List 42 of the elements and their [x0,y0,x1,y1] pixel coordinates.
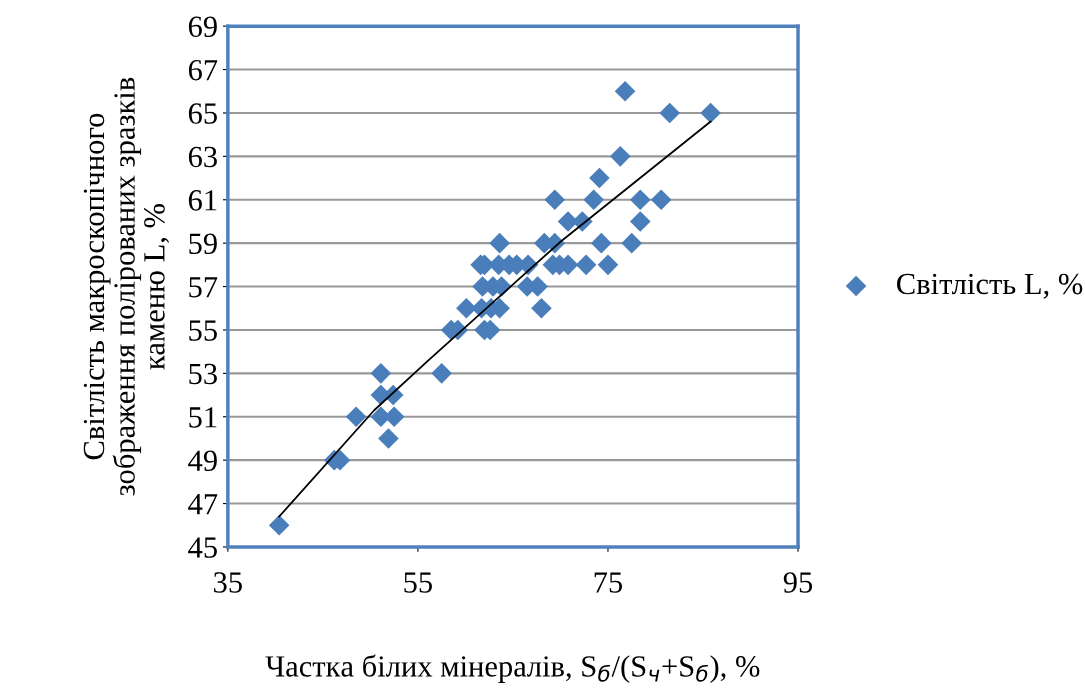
x-tick-label: 75 [594,572,623,593]
point [370,363,392,384]
point [456,297,477,319]
y-tick-label: 45 [188,537,217,558]
y-tick-label: 57 [189,277,218,298]
y-tick-label: 61 [188,190,217,211]
point [531,297,552,319]
y-tick-label: 59 [189,233,217,255]
point [378,428,399,449]
point [614,80,636,102]
point [589,167,610,189]
point [575,254,597,276]
y-tick-label: 53 [189,363,217,385]
y-tick-label: 49 [188,450,217,472]
point [591,232,612,254]
y-tick-label: 63 [188,146,217,168]
y-axis-title: Світлість макроскопічного зображення полірованих зразків каменю L, % [83,77,170,496]
point [650,189,672,211]
y-tick-label: 69 [188,16,217,38]
point [621,232,643,254]
point [659,102,681,124]
point [597,254,619,276]
y-tick-label: 51 [189,407,217,428]
x-tick-label: 55 [404,572,432,593]
point [583,189,605,211]
point [431,363,452,384]
point [345,406,367,428]
point [629,189,651,211]
y-tick-label: 55 [189,320,217,341]
point [610,146,631,167]
point [629,211,651,232]
legend-label: Світлість L, % [897,273,1083,299]
point [700,102,721,124]
x-axis-title: Частка білих мінералів, S$_{б}$/(S$_{ч}$+S$_{б}$), % [265,654,760,683]
point [544,189,566,211]
x-tick-label: 35 [214,572,242,593]
y-tick-label: 65 [188,103,217,124]
x-tick-label: 95 [783,572,813,593]
point [489,232,510,254]
y-tick-label: 67 [188,59,218,81]
y-tick-label: 47 [188,494,218,515]
point [268,514,290,536]
